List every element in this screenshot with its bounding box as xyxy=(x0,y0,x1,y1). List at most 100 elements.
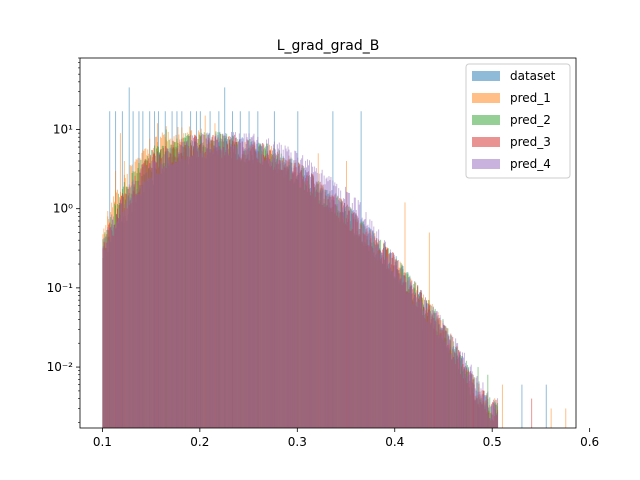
hist-bar xyxy=(361,217,363,428)
hist-bar xyxy=(217,141,219,428)
hist-bar xyxy=(385,241,386,428)
hist-bar xyxy=(457,343,459,428)
hist-bar xyxy=(295,151,297,429)
hist-bar xyxy=(447,345,449,428)
hist-bar xyxy=(145,166,147,429)
hist-bar xyxy=(491,403,493,428)
hist-bar xyxy=(416,297,418,428)
hist-bar xyxy=(138,181,140,428)
hist-bar xyxy=(166,151,168,428)
hist-bar xyxy=(461,358,462,428)
legend: dataset pred_1 pred_2 pred_3 pred_4 xyxy=(465,63,571,179)
hist-bar xyxy=(305,160,307,429)
hist-bar xyxy=(193,155,195,429)
hist-bar xyxy=(207,134,209,429)
hist-bar xyxy=(171,164,173,428)
x-tick-label: 0.3 xyxy=(288,435,307,449)
hist-bar xyxy=(377,245,379,428)
hist-bar xyxy=(141,185,143,428)
hist-bar xyxy=(262,143,264,429)
hist-bar xyxy=(307,159,309,429)
hist-bar xyxy=(365,212,367,428)
hist-bar xyxy=(140,170,142,428)
hist-bar xyxy=(309,160,310,428)
hist-bar xyxy=(127,197,129,428)
hist-bar xyxy=(314,171,316,428)
hist-bar xyxy=(252,135,254,428)
hist-bar xyxy=(444,341,446,428)
hist-bar xyxy=(192,135,194,428)
hist-bar xyxy=(139,194,141,428)
hist-bar xyxy=(310,162,312,428)
legend-label-pred_3: pred_3 xyxy=(510,135,551,149)
legend-label-pred_1: pred_1 xyxy=(510,91,551,105)
hist-bar xyxy=(407,278,409,428)
hist-bar xyxy=(209,149,211,429)
hist-bar xyxy=(280,144,282,429)
hist-bar xyxy=(232,132,234,429)
hist-bar xyxy=(170,147,172,428)
hist-bar xyxy=(370,233,372,428)
hist-bar xyxy=(496,414,498,428)
hist-bar xyxy=(168,160,170,429)
hist-bar xyxy=(202,152,204,428)
hist-bar xyxy=(371,220,373,428)
hist-bar xyxy=(291,158,293,429)
axes-frame xyxy=(79,57,577,429)
hist-bar xyxy=(120,203,122,428)
hist-bar xyxy=(220,148,222,428)
hist-bar xyxy=(221,138,223,428)
hist-bar xyxy=(375,247,377,428)
hist-bar xyxy=(109,228,111,428)
hist-bar xyxy=(129,197,131,428)
hist-bar xyxy=(440,327,442,428)
hist-bar xyxy=(292,172,294,428)
hist-bar xyxy=(419,291,421,428)
hist-bar xyxy=(367,224,369,428)
hist-bar xyxy=(430,313,432,428)
hist-bar xyxy=(363,219,365,428)
hist-bar xyxy=(241,141,243,428)
hist-bar xyxy=(379,253,381,428)
hist-bar xyxy=(429,322,431,428)
hist-bar xyxy=(313,166,315,428)
hist-bar xyxy=(460,351,462,428)
hist-bar xyxy=(455,338,457,428)
hist-bar xyxy=(133,196,135,428)
hist-bar xyxy=(362,224,364,428)
hist-bar xyxy=(231,131,233,428)
hist-bar xyxy=(492,402,494,428)
hist-bar xyxy=(354,197,356,428)
hist-bar xyxy=(472,383,474,428)
hist-bar xyxy=(405,281,407,428)
hist-bar xyxy=(122,194,124,428)
hist-bar xyxy=(108,240,110,428)
hist-bar xyxy=(442,320,444,428)
hist-bar xyxy=(123,204,125,428)
hist-bar xyxy=(483,395,485,428)
hist-bar xyxy=(321,169,323,428)
hist-bar xyxy=(270,161,272,428)
hist-bar xyxy=(263,157,265,429)
hist-bar xyxy=(121,212,123,428)
hist-bar xyxy=(212,152,214,429)
hist-bar xyxy=(428,311,430,428)
hist-bar xyxy=(382,252,384,428)
hist-bar xyxy=(317,184,319,428)
legend-label-dataset: dataset xyxy=(510,69,556,83)
y-tick-label: 10⁻¹ xyxy=(47,281,74,295)
hist-bar xyxy=(224,139,226,429)
hist-bar xyxy=(374,235,376,428)
hist-bar xyxy=(424,310,426,428)
hist-bar xyxy=(135,195,137,428)
hist-bar xyxy=(279,161,281,428)
hist-bar xyxy=(420,293,422,428)
hist-bar xyxy=(450,354,452,428)
hist-bar xyxy=(149,165,151,428)
hist-bar xyxy=(318,173,320,428)
hist-bar xyxy=(246,137,248,428)
hist-spike xyxy=(550,408,552,428)
hist-bar xyxy=(458,349,460,428)
hist-bar xyxy=(287,146,289,428)
hist-bar xyxy=(369,219,371,428)
